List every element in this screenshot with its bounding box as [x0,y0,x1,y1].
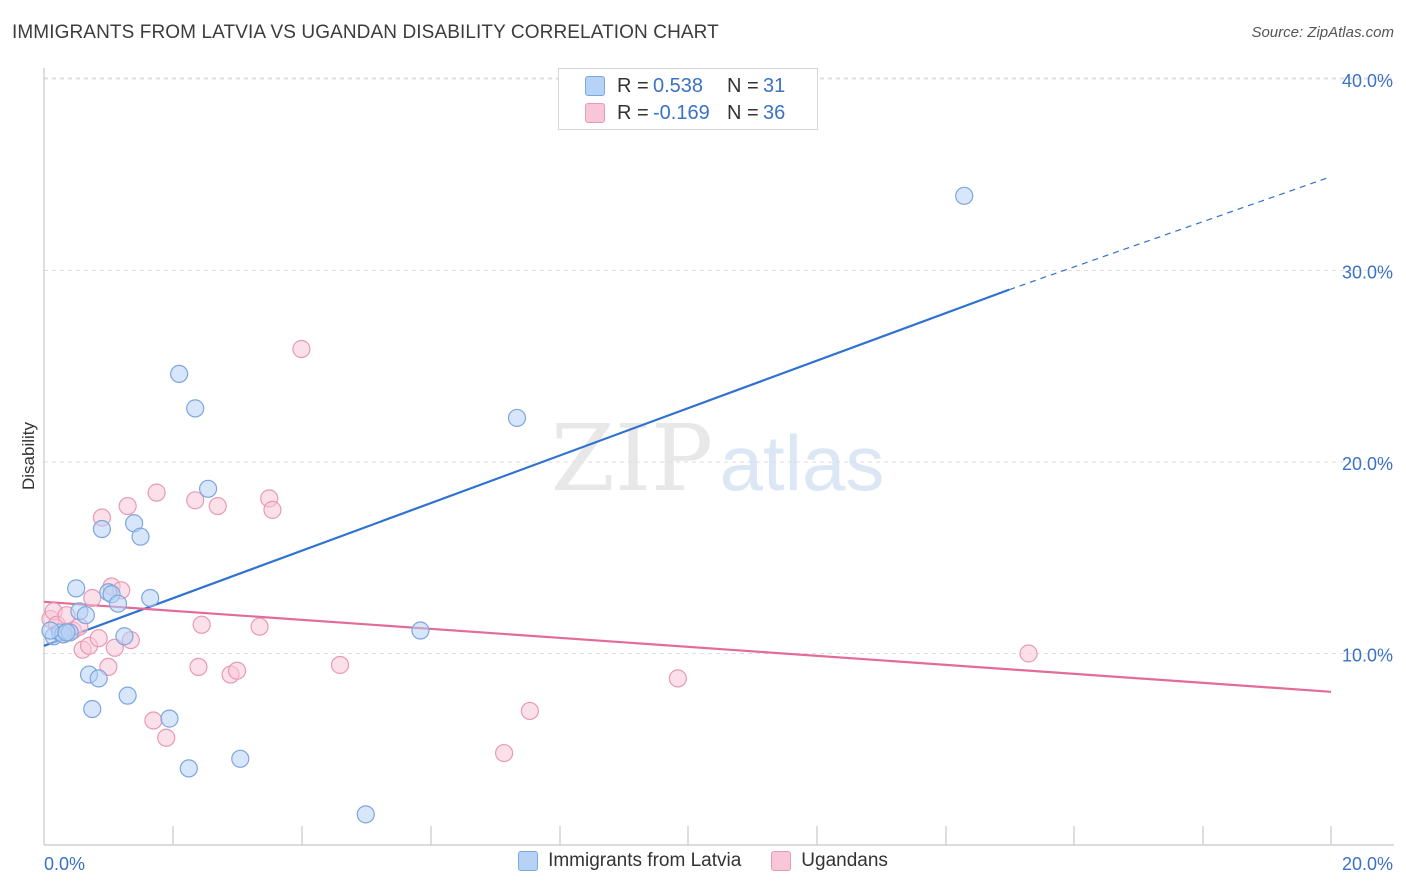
ugandans-point-22 [186,491,205,510]
data-points [41,186,1038,824]
watermark: ZIP atlas [551,405,884,512]
latvia-n-label: N = [727,74,759,97]
legend-item-ugandans[interactable]: Ugandans [771,850,888,872]
watermark-zip: ZIP [551,405,713,512]
latvia-point-10 [89,669,108,688]
latvia-point-27 [411,621,430,640]
latvia-swatch [585,76,605,96]
latvia-point-24 [198,479,218,498]
ugandans-point-10 [83,588,102,608]
chart-title: IMMIGRANTS FROM LATVIA VS UGANDAN DISABI… [12,22,719,43]
y-tick-label-40: 40.0% [1342,71,1393,91]
stats-legend-box: R = 0.538 N = 31 R = -0.169 N = 36 [558,68,818,130]
latvia-point-15 [115,627,134,646]
tick-labels: 10.0% 20.0% 30.0% 40.0% 0.0% 20.0% [44,71,1393,874]
latvia-point-11 [92,519,112,539]
latvia-trend-line [43,288,1010,647]
latvia-point-25 [231,749,250,768]
latvia-point-30 [41,621,60,640]
latvia-point-18 [131,527,150,546]
chart-source: Source: ZipAtlas.com [1251,24,1394,41]
ugandans-point-23 [189,657,208,677]
latvia-point-31 [57,623,76,642]
latvia-point-14 [108,594,128,613]
y-tick-label-30: 30.0% [1342,263,1393,283]
ugandans-point-25 [208,496,227,516]
legend-item-latvia[interactable]: Immigrants from Latvia [518,850,741,872]
ugandans-point-36 [1019,644,1038,663]
ugandans-point-28 [250,617,269,636]
latvia-point-23 [186,399,205,418]
y-tick-label-20: 20.0% [1342,454,1393,474]
ugandans-point-32 [330,655,350,675]
latvia-point-29 [955,186,974,205]
latvia-point-9 [83,699,102,719]
ugandans-point-34 [520,701,539,721]
y-tick-label-10: 10.0% [1342,646,1393,666]
ugandans-point-21 [157,728,176,747]
latvia-r-label: R = [617,74,649,97]
legend-swatch-latvia [518,851,539,871]
latvia-r-value: 0.538 [653,74,704,97]
ugandans-point-27 [227,661,247,680]
gridlines [44,77,1394,654]
ugandans-point-31 [292,339,311,359]
ugandans-point-24 [192,615,211,634]
series-legend: Immigrants from Latvia Ugandans [0,850,1406,872]
latvia-point-21 [170,364,189,384]
legend-swatch-ugandans [771,851,792,871]
latvia-point-5 [67,579,86,598]
ugandans-n-label: N = [727,101,759,124]
latvia-point-16 [118,686,137,705]
trend-lines [43,176,1332,693]
ugandans-point-35 [668,669,687,688]
latvia-point-7 [76,606,95,625]
watermark-atlas: atlas [720,419,885,507]
legend-label-ugandans: Ugandans [801,850,888,871]
ugandans-swatch [585,103,605,123]
stats-row-latvia: R = 0.538 N = 31 [585,73,785,99]
latvia-point-28 [507,408,527,428]
ugandans-point-33 [495,743,514,763]
legend-label-latvia: Immigrants from Latvia [548,850,742,871]
x-tick-label-min: 0.0% [44,854,85,874]
x-tick-label-max: 20.0% [1342,854,1393,874]
ugandans-point-19 [144,711,163,730]
latvia-point-20 [160,709,179,728]
ugandans-n-value: 36 [763,101,786,124]
ugandans-r-value: -0.169 [653,101,710,124]
ugandans-r-label: R = [617,101,649,124]
ugandans-point-30 [263,500,282,519]
axes [43,68,1394,846]
y-axis-label: Disability [19,421,38,490]
latvia-trend-extension [1009,176,1332,291]
latvia-n-value: 31 [763,74,786,97]
latvia-point-22 [179,759,198,778]
latvia-point-26 [356,805,375,824]
latvia-point-19 [141,588,160,608]
stats-row-ugandans: R = -0.169 N = 36 [585,100,785,126]
ugandans-trend-line [43,600,1332,693]
ugandans-point-11 [89,629,108,648]
ugandans-point-20 [147,483,166,502]
ugandans-point-17 [118,496,137,516]
